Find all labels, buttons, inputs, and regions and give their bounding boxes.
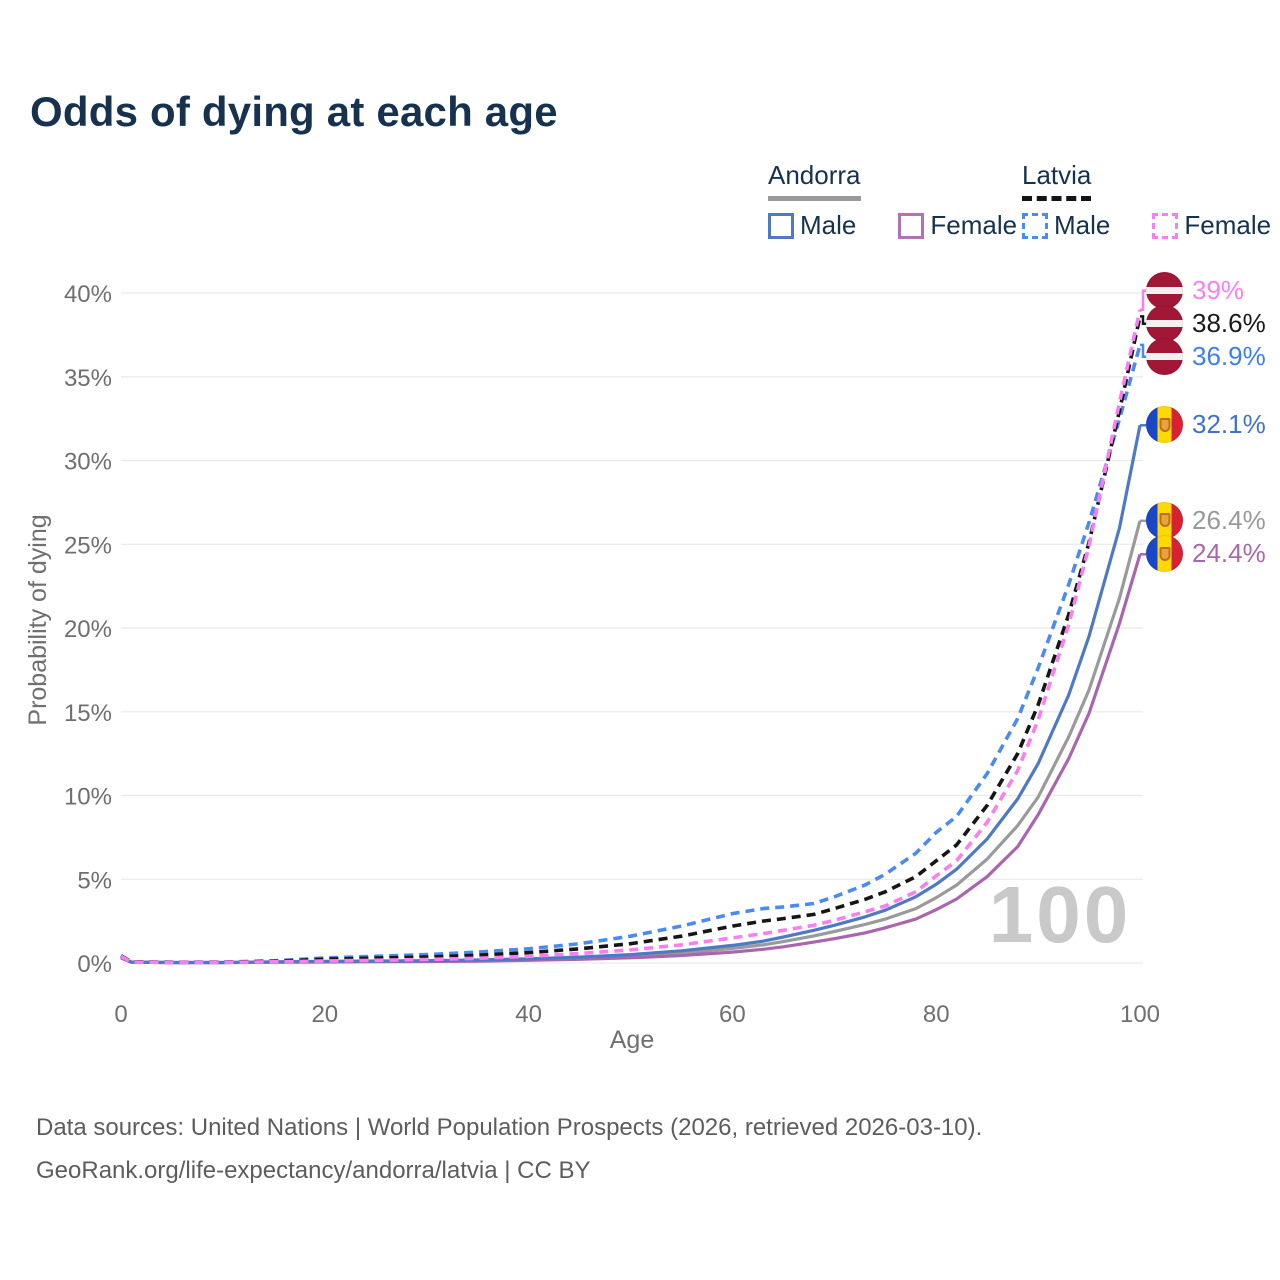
- x-axis-title: Age: [610, 1026, 654, 1054]
- series-lines: [120, 309, 1142, 965]
- legend-label: Female: [930, 210, 1018, 240]
- y-tick-label: 10%: [64, 784, 112, 811]
- latvia-flag-icon: [1146, 271, 1183, 309]
- legend-item-andorra-female[interactable]: Female: [898, 210, 1017, 241]
- latvia-male-swatch-icon[interactable]: [1022, 212, 1048, 239]
- y-tick-label: 30%: [64, 449, 112, 476]
- series-line-3: [120, 344, 1142, 964]
- attribution: Data sources: United Nations | World Pop…: [36, 1106, 982, 1192]
- end-label-andorra-female: 24.4%: [1146, 535, 1266, 573]
- label-connector-5: [1140, 289, 1146, 312]
- legend-label: Female: [1184, 210, 1272, 240]
- end-label-andorra-both: 26.4%: [1146, 501, 1266, 539]
- y-tick-label: 25%: [64, 532, 112, 559]
- legend-items-latvia: Male Female: [1022, 210, 1271, 241]
- end-label-value: 38.6%: [1192, 307, 1266, 338]
- end-label-value: 26.4%: [1192, 504, 1266, 535]
- y-tick-label: 0%: [77, 951, 112, 978]
- end-label-value: 36.9%: [1192, 340, 1266, 371]
- label-connector-3: [1140, 343, 1146, 358]
- latvia-flag-icon: [1146, 304, 1183, 342]
- series-line-0: [120, 520, 1142, 965]
- end-label-value: 24.4%: [1192, 538, 1266, 569]
- end-label-latvia-female: 39%: [1146, 271, 1245, 309]
- end-label-value: 39%: [1192, 274, 1245, 305]
- end-label-andorra-male: 32.1%: [1146, 406, 1266, 444]
- label-connector-4: [1140, 315, 1146, 325]
- series-line-1: [120, 553, 1142, 965]
- x-tick-label: 80: [923, 1001, 950, 1028]
- x-tick-label: 20: [311, 1001, 338, 1028]
- axis-tick-labels: 0% 5% 10% 15% 20% 25% 30% 35% 40% 0 20 40 60 80 100: [64, 281, 1160, 1028]
- series-line-2: [120, 424, 1142, 965]
- end-label-value: 32.1%: [1192, 409, 1266, 440]
- x-tick-label: 100: [1120, 1001, 1160, 1028]
- y-tick-label: 40%: [64, 281, 112, 308]
- x-tick-label: 40: [515, 1001, 542, 1028]
- series-line-4: [120, 316, 1142, 965]
- andorra-female-swatch-icon[interactable]: [898, 212, 925, 239]
- andorra-flag-icon: [1146, 535, 1183, 573]
- legend-items-andorra: Male Female: [768, 210, 1017, 241]
- y-axis-title: Probability of dying: [24, 514, 52, 725]
- legend-item-latvia-female[interactable]: Female: [1152, 210, 1271, 241]
- end-label-latvia-both: 38.6%: [1146, 304, 1266, 342]
- legend-item-andorra-male[interactable]: Male: [768, 210, 856, 241]
- andorra-male-swatch-icon[interactable]: [768, 212, 794, 239]
- latvia-flag-icon: [1146, 337, 1183, 375]
- y-tick-label: 35%: [64, 365, 112, 392]
- legend-label: Male: [800, 210, 857, 240]
- source-url-line: GeoRank.org/life-expectancy/andorra/latv…: [36, 1157, 591, 1184]
- legend-group-andorra: Andorra Male Female: [768, 160, 1017, 241]
- x-tick-label: 0: [114, 1001, 127, 1028]
- x-tick-label: 60: [719, 1001, 746, 1028]
- legend-country-latvia: Latvia: [1022, 160, 1092, 201]
- label-connectors: [1140, 289, 1146, 556]
- age-ticker-watermark: 100: [989, 870, 1131, 959]
- legend-country-andorra: Andorra: [768, 160, 861, 201]
- latvia-female-swatch-icon[interactable]: [1152, 212, 1179, 239]
- andorra-flag-icon: [1146, 406, 1183, 444]
- page-title: Odds of dying at each age: [30, 88, 558, 135]
- legend-item-latvia-male[interactable]: Male: [1022, 210, 1110, 241]
- legend-label: Male: [1054, 210, 1111, 240]
- y-tick-label: 15%: [64, 700, 112, 727]
- series-line-5: [120, 309, 1142, 965]
- y-tick-label: 5%: [77, 867, 112, 894]
- data-sources-line: Data sources: United Nations | World Pop…: [36, 1114, 983, 1141]
- end-label-latvia-male: 36.9%: [1146, 337, 1266, 375]
- legend-group-latvia: Latvia Male Female: [1022, 160, 1271, 241]
- andorra-flag-icon: [1146, 501, 1183, 539]
- gridlines: [121, 292, 1143, 964]
- y-tick-label: 20%: [64, 616, 112, 643]
